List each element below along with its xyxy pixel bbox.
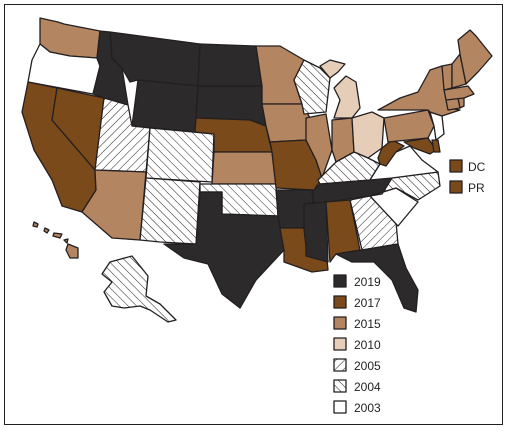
state-wyoming xyxy=(131,79,199,133)
state-north-dakota xyxy=(197,43,263,87)
state-ohio xyxy=(351,111,385,159)
territory-legend: DC PR xyxy=(449,159,486,195)
legend-label-2004: 2004 xyxy=(354,380,381,394)
state-florida xyxy=(335,243,419,313)
legend-label-2019: 2019 xyxy=(354,275,381,289)
dc-swatch xyxy=(449,159,463,173)
legend-swatch-2019 xyxy=(333,274,347,288)
state-pennsylvania xyxy=(383,109,435,143)
state-maine xyxy=(457,29,493,85)
state-michigan xyxy=(319,59,361,119)
state-alaska xyxy=(101,255,177,323)
state-maryland xyxy=(403,137,437,155)
state-vermont xyxy=(441,63,453,91)
legend-label-2017: 2017 xyxy=(354,296,381,310)
state-wisconsin xyxy=(293,59,331,115)
legend-swatch-2010 xyxy=(333,337,347,351)
pr-label: PR xyxy=(468,181,485,195)
state-new-mexico xyxy=(139,177,201,245)
legend-label-2005: 2005 xyxy=(354,359,381,373)
state-mississippi xyxy=(303,201,329,263)
state-colorado xyxy=(145,127,215,183)
legend-swatch-2005 xyxy=(333,358,347,372)
legend-swatch-2003 xyxy=(333,400,347,414)
legend-label-2010: 2010 xyxy=(354,338,381,352)
legend-label-2015: 2015 xyxy=(354,317,381,331)
legend-label-2003: 2003 xyxy=(354,401,381,415)
state-massachusetts xyxy=(443,85,475,101)
pr-swatch xyxy=(449,180,463,194)
state-georgia xyxy=(349,195,399,251)
dc-label: DC xyxy=(468,160,486,174)
state-kansas xyxy=(211,151,277,185)
state-texas xyxy=(163,191,285,309)
state-delaware xyxy=(431,139,441,153)
legend-swatch-2015 xyxy=(333,316,347,330)
state-arizona xyxy=(81,169,147,241)
legend-swatch-2017 xyxy=(333,295,347,309)
legend-swatch-2004 xyxy=(333,379,347,393)
state-hawaii xyxy=(32,221,79,259)
year-legend: 2019 2017 2015 2010 2005 2004 2003 xyxy=(333,274,381,415)
